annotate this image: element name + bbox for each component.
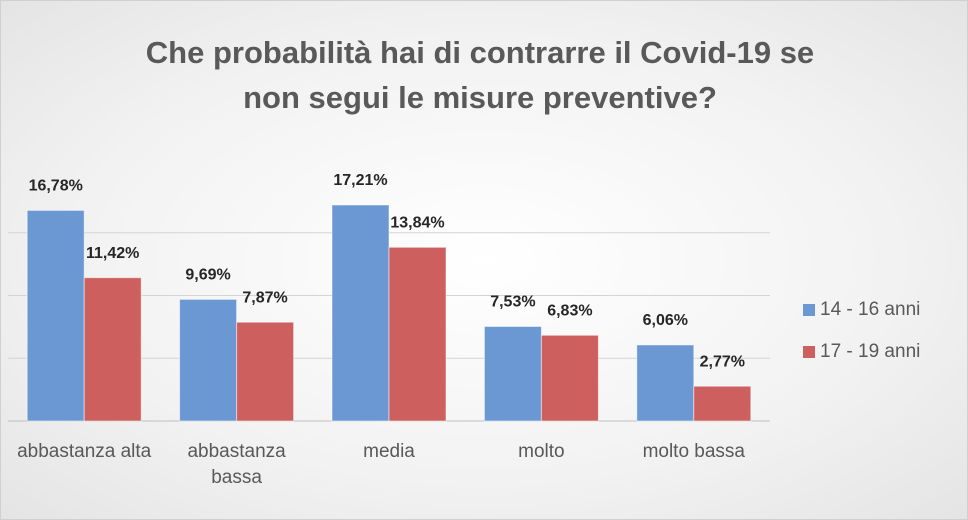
x-tick-label: molto [518,441,565,462]
legend-swatch [803,304,815,316]
bar [83,277,142,422]
data-label: 9,69% [185,267,230,284]
x-tick-label: abbastanza alta [17,441,152,462]
data-label: 11,42% [86,245,139,262]
title-box: Che probabilità hai di contrarre il Covi… [145,35,815,115]
chart-title: Che probabilità hai di contrarre il Covi… [145,35,815,115]
data-label: 6,83% [547,303,592,320]
legend-swatch [803,346,815,358]
x-tick-label: molto bassa [642,441,746,462]
data-label: 7,53% [490,294,535,311]
bar [540,334,599,422]
data-label: 16,78% [29,178,83,195]
data-label: 6,06% [643,312,688,329]
bar [236,321,295,422]
bar [26,209,85,422]
data-label: 7,87% [242,289,287,306]
bar [693,385,752,422]
bar [483,325,542,422]
legend-label: 14 - 16 anni [820,299,920,320]
data-label: 13,84% [390,215,444,232]
data-label: 17,21% [333,172,387,189]
x-tick-label: media [363,441,415,462]
x-tick-label: abbastanza bassa [187,441,286,488]
bar [636,344,695,422]
data-label: 2,77% [700,353,745,370]
bar [331,204,390,422]
legend-label: 17 - 19 anni [820,341,920,362]
bar [179,298,238,422]
bar [388,246,447,422]
